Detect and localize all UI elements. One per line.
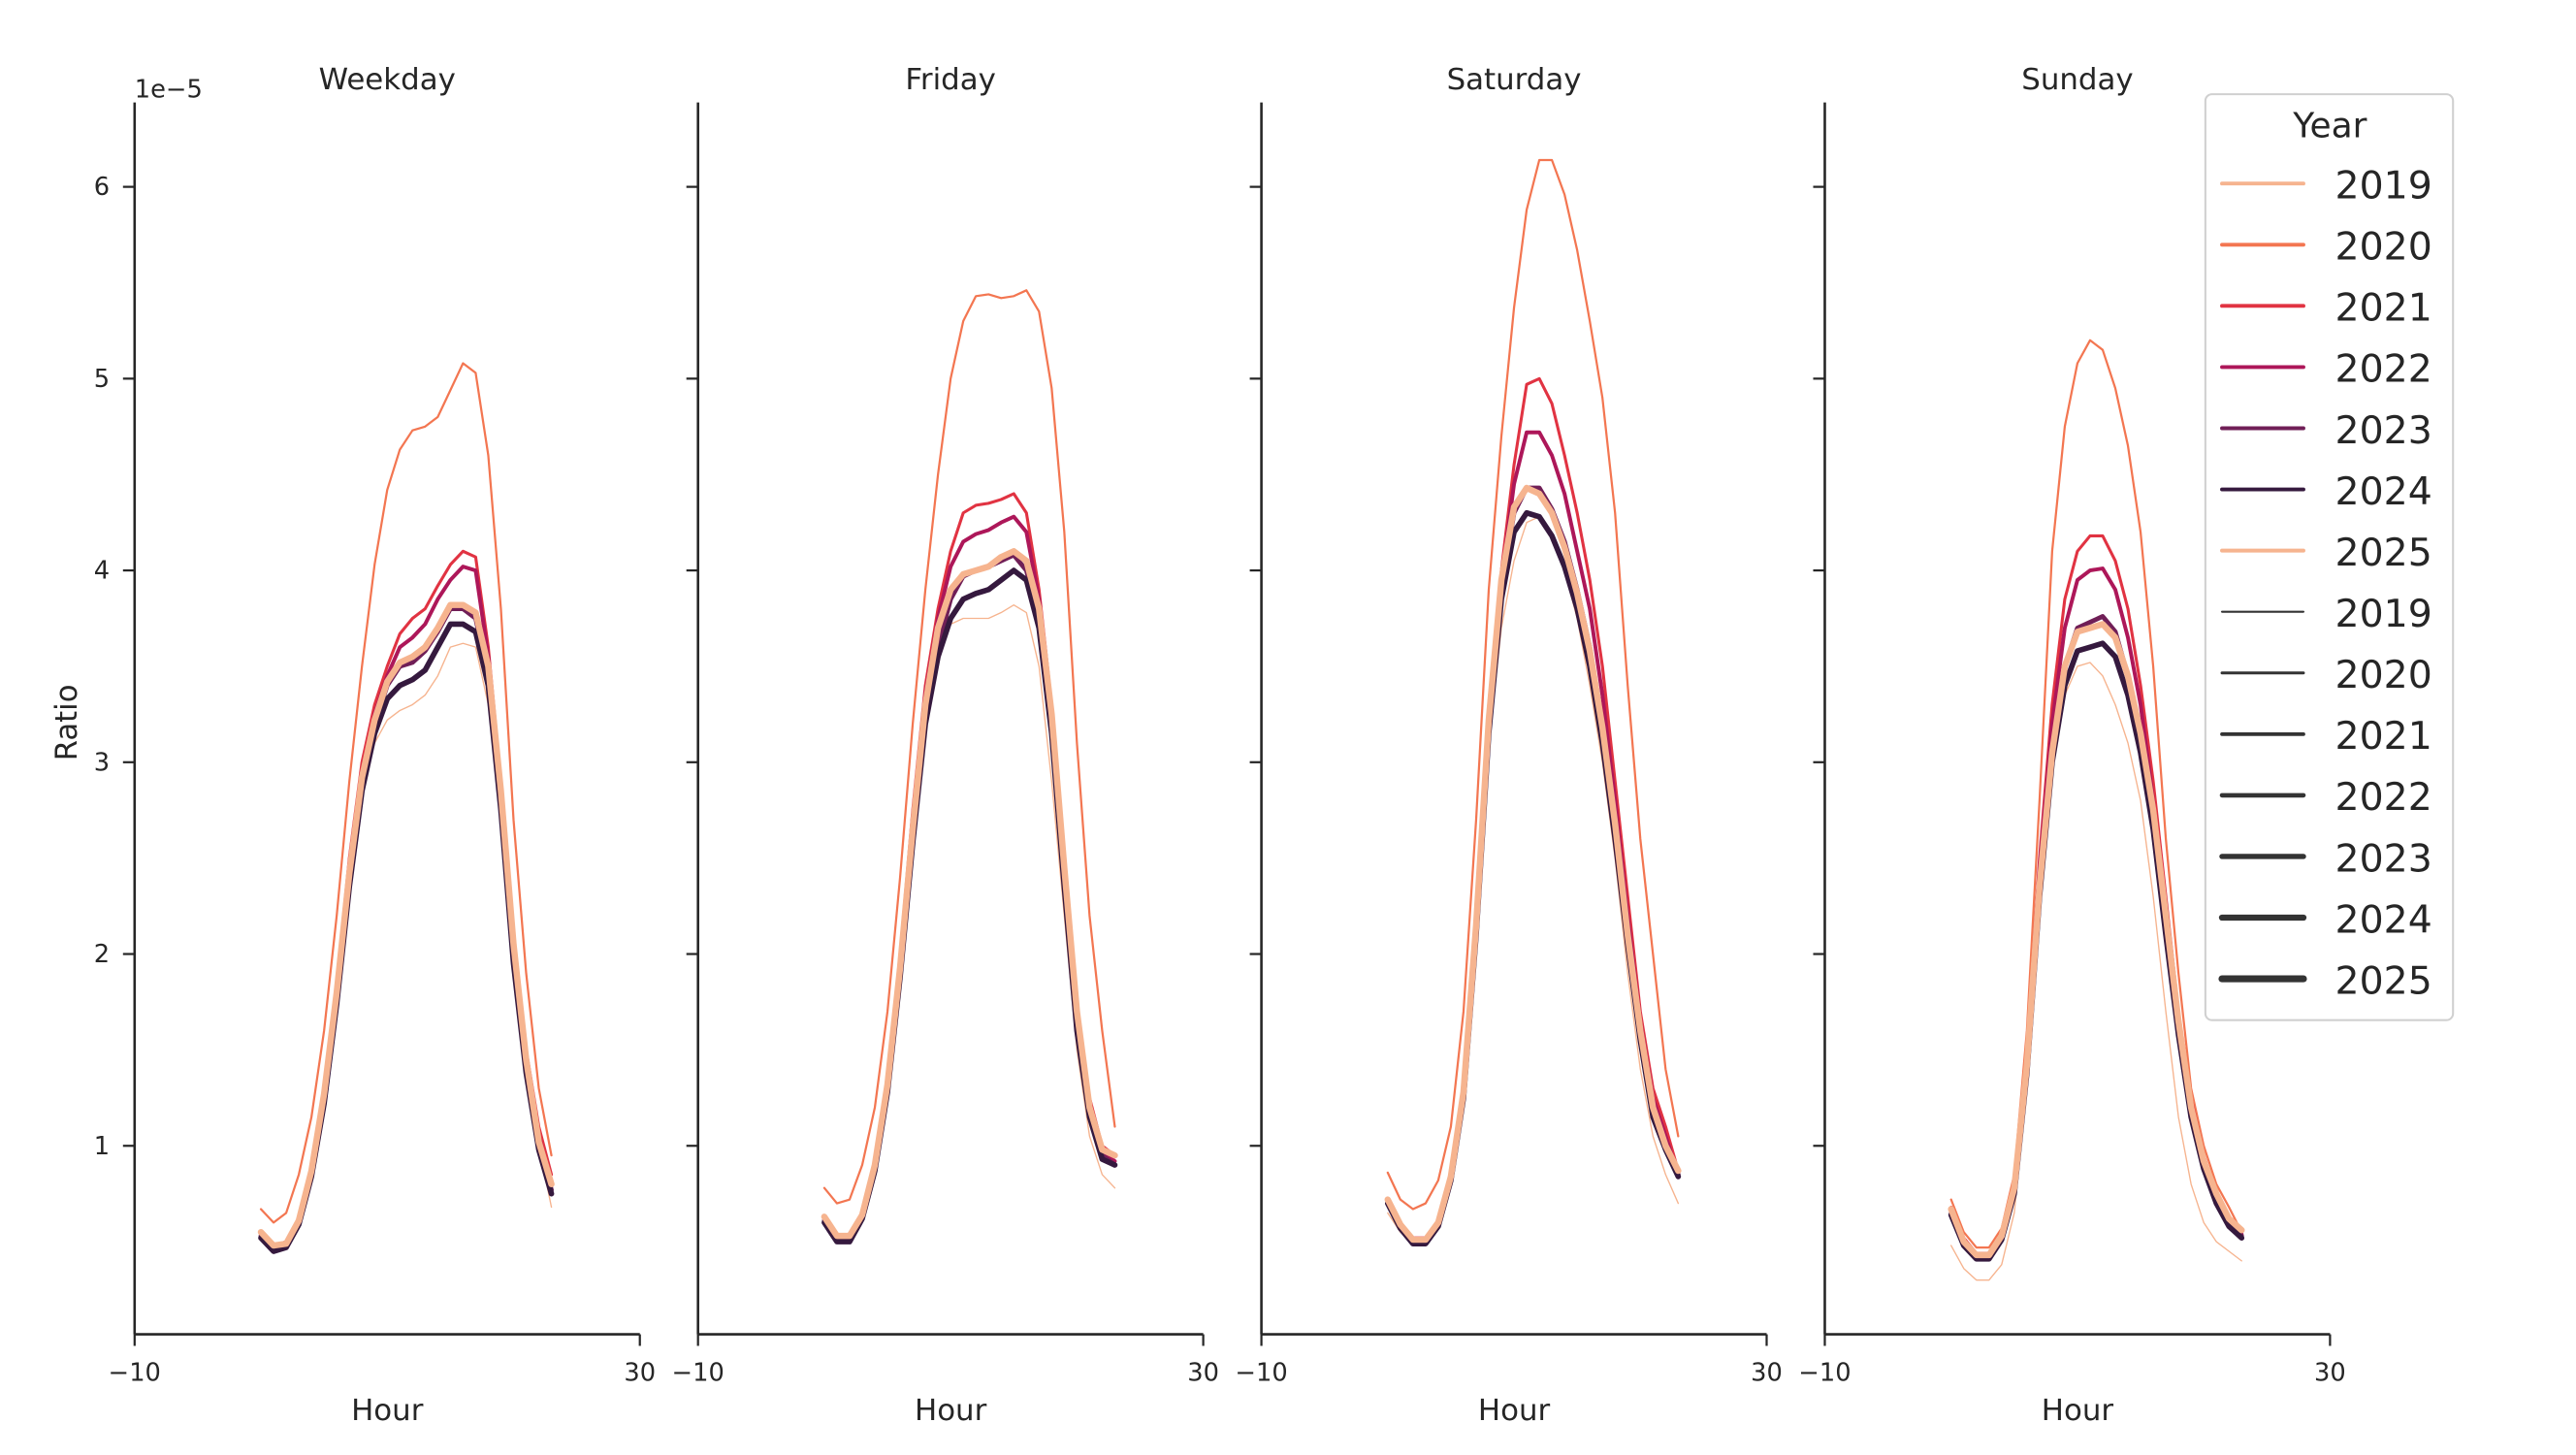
legend-label: 2020 [2335, 654, 2432, 697]
x-axis-label: Hour [351, 1393, 424, 1428]
legend-label: 2023 [2335, 837, 2432, 881]
panel-title: Weekday [319, 62, 456, 97]
y-tick-label: 3 [94, 748, 110, 777]
series-line-2022 [821, 514, 1117, 1241]
x-tick-label: 30 [2314, 1358, 2346, 1387]
x-axis-label: Hour [1478, 1393, 1551, 1428]
legend-label: 2022 [2335, 776, 2432, 820]
series-line-2020 [822, 289, 1116, 1205]
legend-label: 2022 [2335, 348, 2432, 392]
panel-sunday: −10 30 Sunday Hour [1798, 62, 2345, 1428]
legend-label: 2021 [2335, 287, 2432, 331]
series-line-2020 [1386, 158, 1680, 1211]
series-line-2024 [1384, 509, 1682, 1246]
legend-label: 2025 [2335, 532, 2432, 575]
panel-friday: −10 30 Friday Hour [672, 62, 1219, 1428]
series-line-2023 [1948, 614, 2244, 1260]
legend-label: 2023 [2335, 409, 2432, 453]
legend-label: 2024 [2335, 470, 2432, 514]
y-tick-label: 2 [94, 940, 110, 969]
panel-weekday: 1 2 3 4 5 6 −10 30 Weekday Hour [94, 62, 656, 1428]
panel-saturday: −10 30 Saturday Hour [1235, 62, 1782, 1428]
y-tick-label: 4 [94, 557, 110, 586]
y-offset-text: 1e−5 [135, 76, 203, 105]
series-line-2025 [1948, 621, 2245, 1259]
legend-label: 2020 [2335, 226, 2432, 270]
series-line-2024 [1948, 640, 2245, 1262]
x-axis-label: Hour [915, 1393, 987, 1428]
series-line-2020 [259, 362, 553, 1224]
x-tick-label: 30 [1187, 1358, 1219, 1387]
x-axis-label: Hour [2042, 1393, 2114, 1428]
series-line-2022 [1385, 430, 1681, 1243]
series-line-2021 [822, 492, 1116, 1238]
legend-label: 2025 [2335, 960, 2432, 1004]
series-line-2019 [1387, 515, 1680, 1243]
x-tick-label: −10 [672, 1358, 724, 1387]
legend-label: 2021 [2335, 715, 2432, 759]
y-tick-label: 6 [94, 173, 110, 202]
panel-title: Saturday [1447, 62, 1582, 97]
legend-label: 2019 [2335, 593, 2432, 636]
series-line-2025 [257, 601, 555, 1249]
legend-title: Year [2292, 107, 2367, 146]
legend-label: 2019 [2335, 165, 2432, 209]
series-line-2023 [1385, 485, 1681, 1245]
series-line-2019 [1950, 662, 2242, 1281]
x-tick-label: −10 [109, 1358, 161, 1387]
y-tick-label: 1 [94, 1132, 110, 1161]
panel-title: Sunday [2021, 62, 2133, 97]
series-line-2021 [1386, 376, 1680, 1240]
legend-box [2204, 93, 2455, 1021]
series-line-2025 [1384, 484, 1682, 1244]
x-tick-label: −10 [1798, 1358, 1851, 1387]
legend-label: 2024 [2335, 898, 2432, 942]
series-line-2020 [1949, 339, 2243, 1249]
panel-title: Friday [905, 62, 995, 97]
x-tick-label: 30 [624, 1358, 656, 1387]
y-axis-label: Ratio [49, 685, 84, 761]
series-line-2025 [821, 548, 1118, 1240]
legend: Year 2019 2020 2021 2022 2023 2024 2025 2019 2020… [2204, 93, 2455, 1021]
x-tick-label: 30 [1751, 1358, 1783, 1387]
x-tick-label: −10 [1235, 1358, 1287, 1387]
y-tick-label: 5 [94, 365, 110, 394]
